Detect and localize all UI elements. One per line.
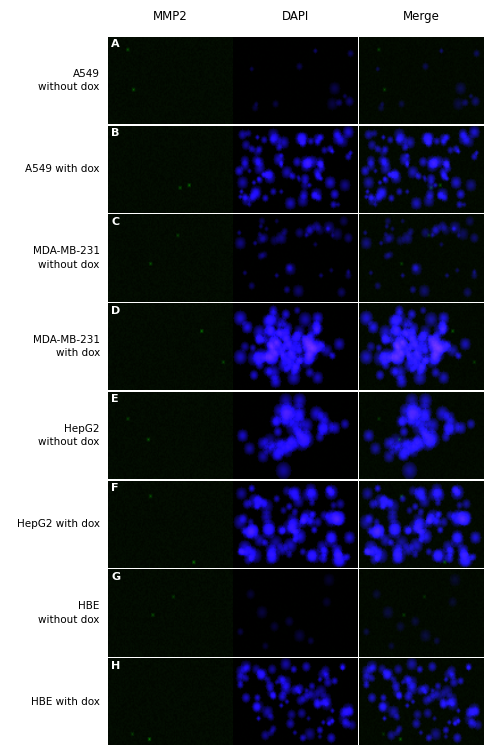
Text: MDA-MB-231
without dox: MDA-MB-231 without dox [33,246,100,269]
Text: A549 with dox: A549 with dox [25,164,100,174]
Text: MDA-MB-231
with dox: MDA-MB-231 with dox [33,335,100,358]
Text: H: H [112,661,121,670]
Text: Merge: Merge [403,10,440,23]
Text: E: E [112,394,119,404]
Text: HBE
without dox: HBE without dox [38,602,100,625]
Text: F: F [112,483,119,494]
Text: D: D [112,306,121,316]
Text: C: C [112,217,119,227]
Text: A: A [112,39,120,50]
Text: HepG2 with dox: HepG2 with dox [17,519,100,530]
Text: HepG2
without dox: HepG2 without dox [38,424,100,447]
Text: B: B [112,128,120,138]
Text: G: G [112,572,120,582]
Text: DAPI: DAPI [282,10,309,23]
Text: HBE with dox: HBE with dox [31,697,100,706]
Text: MMP2: MMP2 [152,10,187,23]
Text: A549
without dox: A549 without dox [38,69,100,92]
